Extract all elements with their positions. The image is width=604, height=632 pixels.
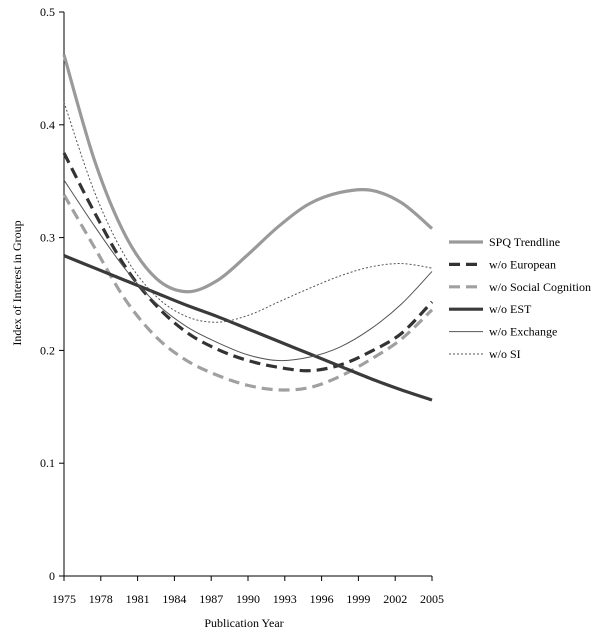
x-tick-label: 2002	[383, 592, 407, 606]
series-line-1	[62, 152, 434, 373]
axes	[63, 12, 432, 577]
x-axis-label: Publication Year	[204, 616, 283, 630]
legend-label: w/o SI	[489, 347, 521, 361]
legend-label: w/o European	[489, 257, 556, 271]
legend-label: w/o EST	[489, 302, 532, 316]
y-axis-label: Index of Interest in Group	[10, 220, 24, 345]
x-tick-label: 1978	[89, 592, 113, 606]
y-tick-label: 0.5	[40, 5, 55, 19]
legend: SPQ Trendline w/o European w/o Social Cogn…	[449, 235, 591, 361]
y-tick-label: 0	[49, 569, 55, 583]
series-line-2	[62, 193, 434, 392]
y-axis-ticks: 0 0.1 0.2 0.3 0.4 0.5	[40, 5, 64, 583]
legend-label: SPQ Trendline	[489, 235, 560, 249]
x-tick-label: 1999	[346, 592, 370, 606]
series-line-0	[62, 54, 434, 294]
x-tick-label: 1984	[162, 592, 186, 606]
y-tick-label: 0.3	[40, 231, 55, 245]
y-tick-label: 0.4	[40, 118, 55, 132]
series-line-4	[63, 179, 433, 362]
x-tick-label: 1987	[199, 592, 223, 606]
legend-label: w/o Social Cognition	[489, 280, 591, 294]
x-tick-label: 1993	[273, 592, 297, 606]
x-tick-label: 1981	[126, 592, 150, 606]
x-tick-label: 1996	[310, 592, 334, 606]
y-tick-label: 0.1	[40, 456, 55, 470]
x-tick-label: 2005	[420, 592, 444, 606]
series-line-5	[63, 102, 433, 323]
x-axis-ticks: 1975 1978 1981 1984 1987 1990 1993 1996 1999 2002…	[52, 576, 444, 606]
y-tick-label: 0.2	[40, 343, 55, 357]
x-tick-label: 1990	[236, 592, 260, 606]
series-lines	[62, 54, 434, 402]
series-line-3	[63, 254, 433, 402]
x-tick-label: 1975	[52, 592, 76, 606]
legend-label: w/o Exchange	[489, 325, 557, 339]
